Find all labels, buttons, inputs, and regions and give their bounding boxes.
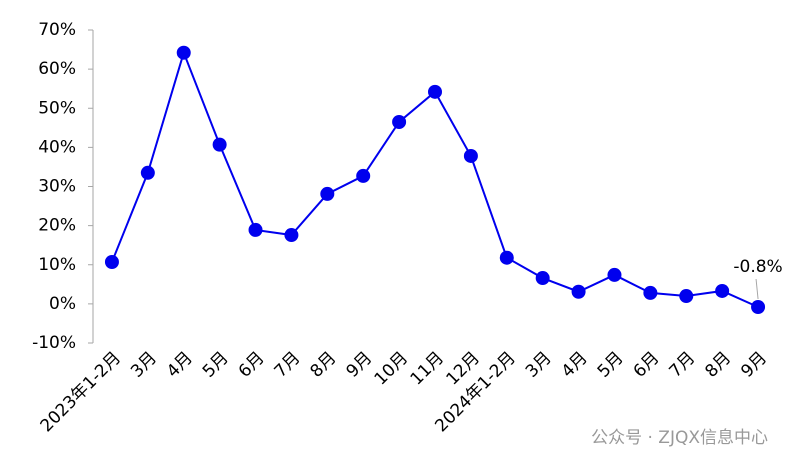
point: [607, 267, 622, 282]
x-tick-label: 8月: [307, 348, 341, 382]
point: [320, 186, 335, 201]
leader-line: [755, 278, 759, 300]
y-tick-label: 0%: [49, 294, 76, 314]
x-tick-label: 3月: [522, 348, 556, 382]
point: [104, 255, 119, 270]
y-tick-label: 70%: [38, 20, 76, 40]
x-tick-label: 4月: [558, 348, 592, 382]
x-tick-label: 7月: [271, 348, 305, 382]
x-tick-label: 9月: [737, 348, 771, 382]
x-tick-label: 5月: [199, 348, 233, 382]
x-tick-label: 5月: [594, 348, 628, 382]
x-tick-label: 6月: [235, 348, 269, 382]
point: [284, 228, 299, 243]
point: [428, 84, 442, 99]
x-tick-label: 6月: [630, 348, 664, 382]
y-tick-label: 60%: [38, 59, 76, 79]
point: [499, 250, 514, 265]
point: [643, 285, 658, 300]
point: [715, 283, 730, 298]
point: [463, 148, 478, 163]
x-tick-label: 7月: [666, 348, 700, 382]
point: [571, 284, 586, 299]
point: [535, 271, 550, 286]
point: [140, 165, 155, 180]
point: [176, 45, 191, 60]
x-tick-label: 11月: [407, 348, 448, 389]
y-tick-label: 50%: [38, 98, 76, 118]
watermark: 公众号 · ZJQX信息中心: [591, 428, 768, 448]
x-tick-label: 2023年1-2月: [37, 348, 125, 436]
point: [212, 137, 227, 152]
point: [751, 300, 766, 315]
y-tick-label: -10%: [32, 333, 76, 353]
point: [356, 168, 371, 183]
y-tick-label: 20%: [38, 216, 76, 236]
x-tick-label: 10月: [371, 348, 412, 389]
point: [392, 114, 407, 129]
y-tick-label: 30%: [38, 177, 76, 197]
value-label: -0.8%: [733, 257, 782, 277]
point: [679, 289, 694, 304]
y-tick-label: 40%: [38, 137, 76, 157]
x-tick-label: 3月: [127, 348, 161, 382]
x-tick-label: 4月: [163, 348, 197, 382]
y-tick-label: 10%: [38, 255, 76, 275]
x-tick-label: 8月: [701, 348, 735, 382]
point: [248, 222, 263, 237]
